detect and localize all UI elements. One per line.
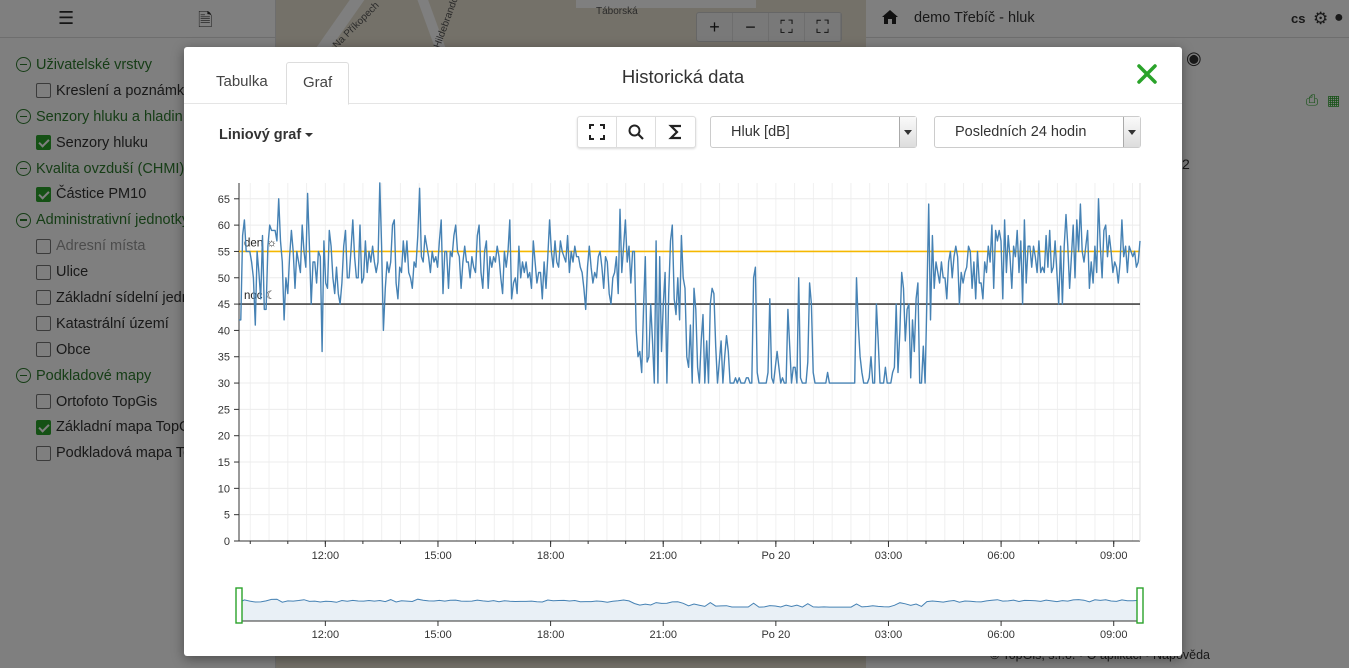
- dropdown-arrow-icon: [899, 117, 916, 147]
- y-tick-label: 0: [224, 536, 230, 548]
- x-tick-label: 09:00: [1100, 550, 1128, 562]
- chart-tools: [577, 116, 696, 148]
- y-tick-label: 60: [218, 220, 230, 232]
- y-tick-label: 65: [218, 194, 230, 206]
- y-tick-label: 30: [218, 378, 230, 390]
- search-icon: [628, 124, 644, 140]
- y-tick-label: 10: [218, 483, 230, 495]
- navigator-background: [239, 588, 1140, 621]
- navigator-left-handle[interactable]: [235, 587, 243, 624]
- x-tick-label: 03:00: [875, 550, 903, 562]
- y-tick-label: 50: [218, 273, 230, 285]
- tab-chart[interactable]: Graf: [286, 62, 350, 105]
- period-select-value: Posledních 24 hodin: [955, 124, 1087, 140]
- x-tick-label: 21:00: [649, 550, 677, 562]
- y-tick-label: 40: [218, 325, 230, 337]
- noise-line-chart[interactable]: 0 5 10 15 20 25 30 35 40 45 50 55 60 65 12:00 15:00 18:0…: [184, 47, 1182, 656]
- threshold-label: den ☼: [244, 237, 277, 249]
- navigator-tick-label: 09:00: [1100, 629, 1128, 641]
- quantity-select[interactable]: Hluk [dB]: [710, 116, 917, 148]
- chart-type-dropdown[interactable]: Liniový graf: [219, 127, 314, 143]
- x-tick-label: Po 20: [761, 550, 790, 562]
- fullscreen-button[interactable]: [578, 117, 617, 147]
- navigator-tick-label: 03:00: [875, 629, 903, 641]
- y-tick-label: 15: [218, 457, 230, 469]
- period-select[interactable]: Posledních 24 hodin: [934, 116, 1141, 148]
- dropdown-arrow-icon: [1123, 117, 1140, 147]
- fullscreen-icon: [589, 124, 605, 140]
- x-tick-label: 06:00: [987, 550, 1015, 562]
- navigator-tick-label: 18:00: [537, 629, 565, 641]
- y-tick-label: 45: [218, 299, 230, 311]
- navigator-tick-label: 21:00: [649, 629, 677, 641]
- close-icon[interactable]: [1134, 61, 1160, 87]
- navigator-line: [238, 598, 1139, 608]
- tab-table[interactable]: Tabulka: [216, 73, 268, 90]
- x-tick-label: 15:00: [424, 550, 452, 562]
- x-tick-label: 12:00: [312, 550, 340, 562]
- navigator-tick-label: 12:00: [312, 629, 340, 641]
- chart-type-label: Liniový graf: [219, 127, 302, 143]
- statistics-button[interactable]: [656, 117, 695, 147]
- y-tick-label: 25: [218, 404, 230, 416]
- y-tick-label: 5: [224, 510, 230, 522]
- series-line: [239, 182, 1141, 384]
- zoom-button[interactable]: [617, 117, 656, 147]
- navigator-right-handle[interactable]: [1136, 587, 1144, 624]
- historical-data-modal: Tabulka Graf Historická data Liniový gra…: [184, 47, 1182, 656]
- y-tick-label: 35: [218, 352, 230, 364]
- x-tick-label: 18:00: [537, 550, 565, 562]
- y-tick-label: 20: [218, 431, 230, 443]
- y-tick-label: 55: [218, 246, 230, 258]
- caret-down-icon: [305, 133, 314, 138]
- navigator-tick-label: Po 20: [761, 629, 790, 641]
- navigator-tick-label: 15:00: [424, 629, 452, 641]
- sigma-icon: [667, 124, 681, 140]
- quantity-select-value: Hluk [dB]: [731, 124, 790, 140]
- navigator-tick-label: 06:00: [987, 629, 1015, 641]
